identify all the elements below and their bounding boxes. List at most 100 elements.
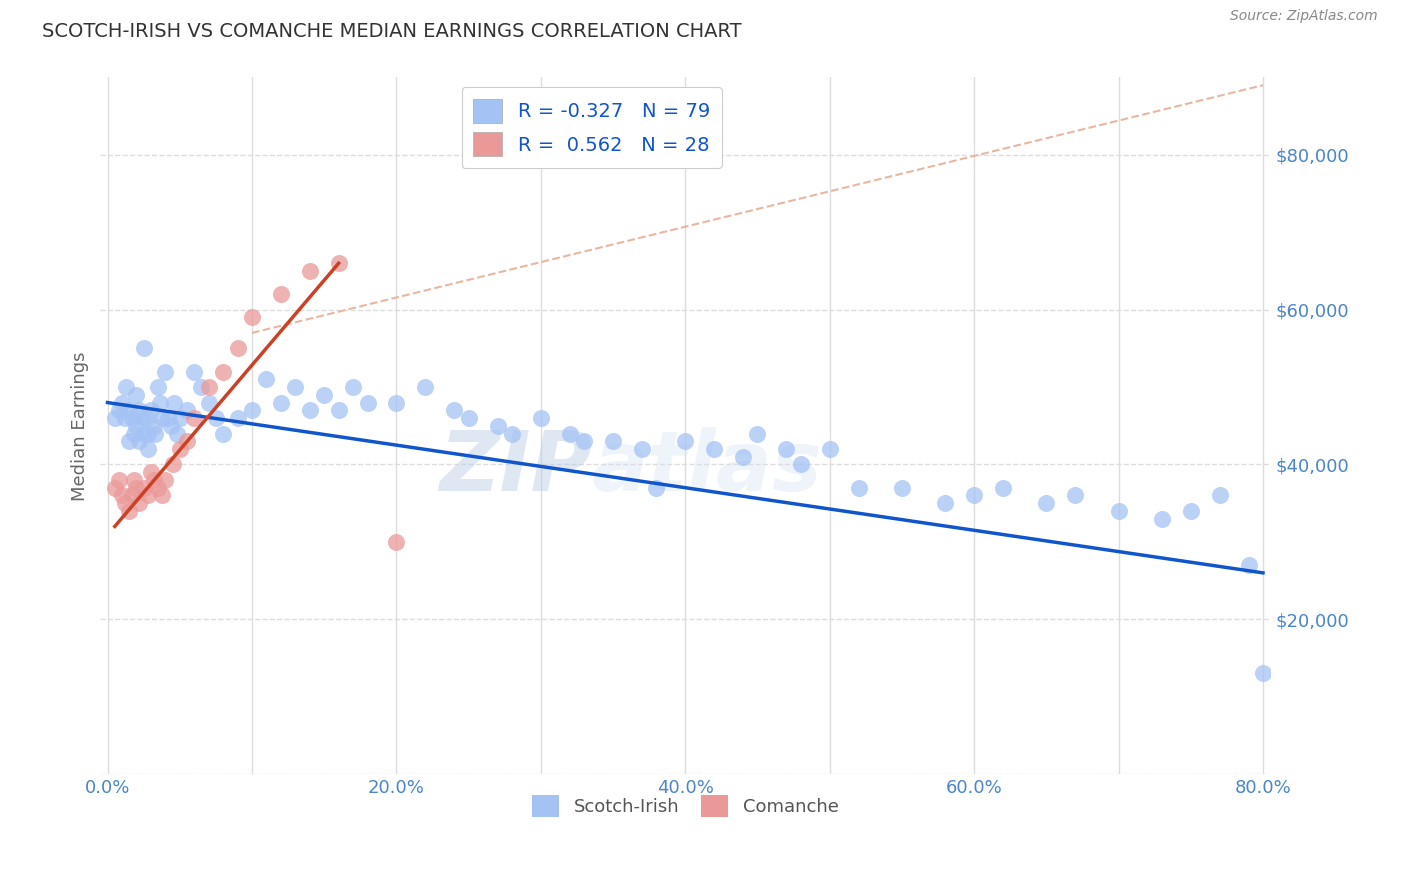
Point xyxy=(572,434,595,449)
Point xyxy=(413,380,436,394)
Point xyxy=(104,411,127,425)
Point xyxy=(963,488,986,502)
Point xyxy=(205,411,228,425)
Point xyxy=(108,403,131,417)
Point xyxy=(790,458,813,472)
Point xyxy=(934,496,956,510)
Point xyxy=(385,535,408,549)
Point xyxy=(342,380,364,394)
Point xyxy=(163,395,186,409)
Point xyxy=(1208,488,1230,502)
Point xyxy=(155,365,177,379)
Point xyxy=(136,442,159,456)
Point xyxy=(314,388,336,402)
Point xyxy=(125,418,148,433)
Point xyxy=(146,380,169,394)
Point xyxy=(136,488,159,502)
Point xyxy=(125,388,148,402)
Point xyxy=(284,380,307,394)
Point xyxy=(356,395,378,409)
Point xyxy=(1108,504,1130,518)
Point xyxy=(104,481,127,495)
Point xyxy=(673,434,696,449)
Point xyxy=(197,395,219,409)
Point xyxy=(135,411,157,425)
Point xyxy=(118,403,141,417)
Point xyxy=(443,403,465,417)
Point xyxy=(226,342,249,356)
Point xyxy=(118,434,141,449)
Point xyxy=(991,481,1014,495)
Point xyxy=(162,458,184,472)
Point xyxy=(139,465,162,479)
Point xyxy=(270,395,292,409)
Point xyxy=(848,481,870,495)
Point xyxy=(128,496,150,510)
Point xyxy=(114,496,136,510)
Point xyxy=(157,411,180,425)
Point xyxy=(108,473,131,487)
Point xyxy=(118,504,141,518)
Legend: Scotch-Irish, Comanche: Scotch-Irish, Comanche xyxy=(524,788,845,824)
Point xyxy=(155,473,177,487)
Point xyxy=(152,488,174,502)
Point xyxy=(256,372,278,386)
Point xyxy=(183,365,205,379)
Point xyxy=(385,395,408,409)
Point xyxy=(1237,558,1260,573)
Point xyxy=(298,403,321,417)
Point xyxy=(121,488,143,502)
Point xyxy=(890,481,912,495)
Point xyxy=(530,411,553,425)
Point xyxy=(148,395,170,409)
Point xyxy=(166,426,188,441)
Text: SCOTCH-IRISH VS COMANCHE MEDIAN EARNINGS CORRELATION CHART: SCOTCH-IRISH VS COMANCHE MEDIAN EARNINGS… xyxy=(42,22,742,41)
Point xyxy=(1180,504,1202,518)
Point xyxy=(169,442,191,456)
Point xyxy=(328,256,350,270)
Point xyxy=(631,442,654,456)
Point xyxy=(1035,496,1057,510)
Point xyxy=(121,411,143,425)
Point xyxy=(703,442,725,456)
Point xyxy=(298,264,321,278)
Point xyxy=(128,403,150,417)
Point xyxy=(602,434,624,449)
Point xyxy=(240,403,263,417)
Point xyxy=(501,426,523,441)
Point xyxy=(212,426,235,441)
Point xyxy=(128,434,150,449)
Point xyxy=(139,403,162,417)
Point xyxy=(143,426,166,441)
Point xyxy=(136,426,159,441)
Point xyxy=(142,418,165,433)
Point xyxy=(183,411,205,425)
Text: Source: ZipAtlas.com: Source: ZipAtlas.com xyxy=(1230,9,1378,23)
Point xyxy=(190,380,212,394)
Point xyxy=(132,342,155,356)
Point xyxy=(176,434,198,449)
Point xyxy=(131,411,153,425)
Point xyxy=(558,426,581,441)
Point xyxy=(731,450,754,464)
Point xyxy=(1064,488,1087,502)
Point xyxy=(240,310,263,325)
Point xyxy=(114,411,136,425)
Point xyxy=(197,380,219,394)
Point xyxy=(160,418,183,433)
Point xyxy=(169,411,191,425)
Y-axis label: Median Earnings: Median Earnings xyxy=(72,351,89,500)
Point xyxy=(270,287,292,301)
Point xyxy=(152,411,174,425)
Point xyxy=(1251,666,1274,681)
Point xyxy=(132,481,155,495)
Point xyxy=(1150,511,1173,525)
Point xyxy=(146,481,169,495)
Point xyxy=(457,411,479,425)
Point xyxy=(747,426,769,441)
Point xyxy=(212,365,235,379)
Point xyxy=(142,473,165,487)
Point xyxy=(176,403,198,417)
Point xyxy=(775,442,797,456)
Point xyxy=(486,418,509,433)
